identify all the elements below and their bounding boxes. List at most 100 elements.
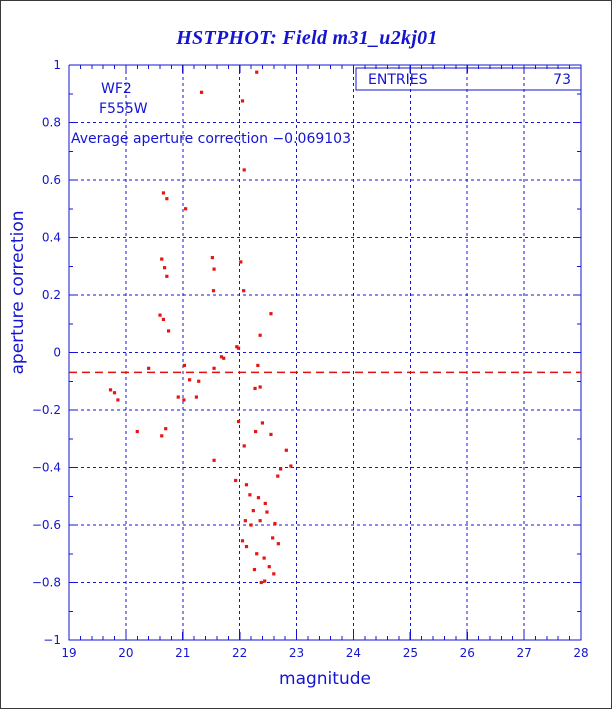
data-point [251, 509, 255, 513]
y-tick-label: 0.8 [42, 116, 61, 130]
entries-value: 73 [553, 72, 571, 88]
data-point [236, 346, 241, 350]
data-point [269, 312, 273, 316]
data-point [262, 556, 266, 560]
data-point [244, 483, 249, 487]
data-point [234, 478, 238, 483]
data-point [161, 191, 166, 195]
data-point [248, 493, 252, 497]
filter-label: F555W [99, 101, 148, 117]
data-point [108, 388, 113, 392]
data-point [236, 419, 241, 424]
y-tick-label: 0 [53, 346, 61, 360]
data-point [254, 429, 258, 434]
data-point [260, 421, 265, 425]
data-point [240, 99, 245, 103]
data-point [112, 391, 117, 395]
data-point [222, 356, 226, 360]
data-point [258, 519, 262, 523]
data-point [240, 539, 245, 543]
data-point [176, 395, 180, 399]
data-point [165, 274, 169, 278]
data-point [263, 501, 267, 506]
data-point [256, 496, 261, 500]
x-tick-label: 20 [118, 646, 133, 660]
data-point [166, 329, 171, 333]
data-point [242, 444, 246, 448]
data-point [182, 363, 187, 368]
data-point [259, 580, 263, 585]
data-point [160, 257, 164, 261]
data-point [219, 355, 224, 359]
x-tick-label: 28 [573, 646, 588, 660]
data-point [184, 207, 188, 211]
data-point [211, 289, 216, 293]
data-point [273, 521, 277, 526]
data-point [242, 289, 246, 293]
page-title: HSTPHOT: Field m31_u2kj01 [176, 27, 438, 49]
data-point [271, 536, 275, 540]
data-point [265, 510, 269, 514]
data-point [194, 395, 199, 399]
data-point [252, 567, 257, 572]
data-point [267, 565, 271, 569]
y-tick-label: 1 [53, 58, 61, 72]
data-point [258, 385, 262, 389]
data-point [197, 379, 201, 383]
data-point [147, 366, 151, 370]
axis-frame [68, 64, 582, 641]
entries-box [355, 67, 582, 91]
y-tick-label: −0.8 [32, 576, 61, 590]
data-point [269, 432, 273, 437]
data-point [164, 427, 168, 431]
data-point [212, 267, 216, 271]
y-tick-label: 0.2 [42, 288, 61, 302]
data-point [256, 363, 260, 368]
x-tick-label: 26 [460, 646, 475, 660]
entries-label: ENTRIES [368, 72, 428, 88]
data-point [235, 345, 239, 349]
x-tick-label: 27 [516, 646, 531, 660]
data-point [244, 544, 249, 549]
data-point [276, 542, 280, 546]
y-axis-label: aperture correction [8, 211, 28, 375]
data-point [116, 398, 120, 402]
y-tick-label: −0.2 [32, 403, 61, 417]
data-point [255, 552, 259, 556]
data-point [272, 572, 276, 576]
data-point [160, 434, 164, 438]
x-tick-label: 21 [175, 646, 190, 660]
y-tick-label: −0.6 [32, 518, 61, 532]
data-point [255, 70, 259, 74]
data-point [284, 448, 288, 452]
data-point [212, 366, 216, 370]
data-point [276, 474, 280, 478]
x-tick-label: 23 [289, 646, 304, 660]
y-tick-label: 0.4 [42, 231, 61, 245]
data-point [182, 398, 186, 402]
x-axis-label: magnitude [279, 669, 371, 689]
data-point [210, 256, 214, 260]
data-point [212, 458, 216, 462]
x-tick-label: 19 [61, 646, 76, 660]
data-point [253, 386, 257, 391]
data-point [165, 197, 169, 201]
data-point [242, 168, 246, 172]
y-tick-label: −1 [43, 633, 61, 647]
y-tick-label: 0.6 [42, 173, 61, 187]
x-tick-label: 22 [232, 646, 247, 660]
data-point [162, 266, 167, 270]
data-point [279, 467, 283, 471]
data-point [249, 523, 253, 527]
average-correction-label: Average aperture correction −0.069103 [71, 131, 351, 147]
x-tick-label: 24 [346, 646, 361, 660]
data-point [289, 464, 293, 468]
data-point [188, 378, 192, 382]
x-tick-label: 25 [403, 646, 418, 660]
data-point [199, 90, 204, 94]
data-point [158, 313, 162, 317]
data-point [258, 333, 262, 337]
detector-label: WF2 [101, 81, 132, 97]
